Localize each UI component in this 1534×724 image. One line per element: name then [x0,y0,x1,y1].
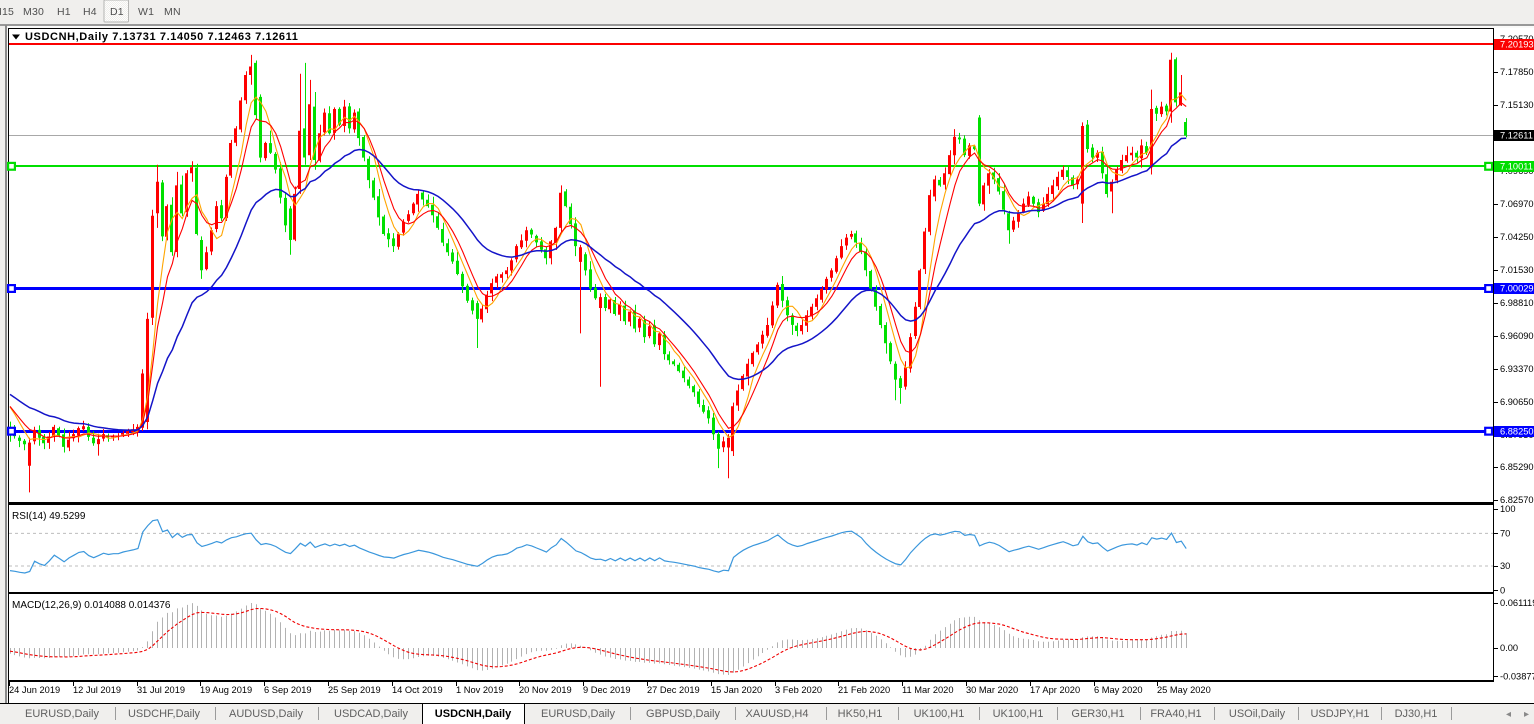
svg-text:25 Sep 2019: 25 Sep 2019 [328,685,381,695]
svg-text:14 Oct 2019: 14 Oct 2019 [392,685,443,695]
svg-text:31 Jul 2019: 31 Jul 2019 [137,685,185,695]
svg-text:1 Nov 2019: 1 Nov 2019 [456,685,504,695]
svg-text:20 Nov 2019: 20 Nov 2019 [519,685,572,695]
svg-text:0: 0 [1500,586,1505,596]
svg-text:6 May 2020: 6 May 2020 [1094,685,1143,695]
svg-text:7.04250: 7.04250 [1500,232,1534,242]
svg-text:6.98810: 6.98810 [1500,298,1534,308]
svg-text:27 Dec 2019: 27 Dec 2019 [647,685,700,695]
svg-text:-0.03877: -0.03877 [1500,672,1534,682]
svg-text:6.88250: 6.88250 [1500,426,1534,436]
svg-text:MACD(12,26,9) 0.014088 0.01437: MACD(12,26,9) 0.014088 0.014376 [12,600,171,611]
svg-text:7.20193: 7.20193 [1500,40,1534,50]
svg-text:7.12611: 7.12611 [1500,131,1533,141]
svg-text:6.96090: 6.96090 [1500,331,1534,341]
svg-text:0.00: 0.00 [1500,643,1518,653]
svg-text:19 Aug 2019: 19 Aug 2019 [200,685,252,695]
svg-text:25 May 2020: 25 May 2020 [1157,685,1211,695]
svg-text:15 Jan 2020: 15 Jan 2020 [711,685,762,695]
svg-text:17 Apr 2020: 17 Apr 2020 [1030,685,1080,695]
svg-text:6.90650: 6.90650 [1500,397,1534,407]
svg-text:6 Sep 2019: 6 Sep 2019 [264,685,312,695]
svg-text:9 Dec 2019: 9 Dec 2019 [583,685,631,695]
svg-text:7.15130: 7.15130 [1500,100,1534,110]
svg-text:0.0611199: 0.0611199 [1500,598,1534,608]
svg-text:3 Feb 2020: 3 Feb 2020 [775,685,822,695]
svg-text:7.06970: 7.06970 [1500,199,1534,209]
svg-text:70: 70 [1500,529,1510,539]
svg-text:30: 30 [1500,561,1510,571]
svg-text:7.17850: 7.17850 [1500,67,1534,77]
svg-text:RSI(14) 49.5299: RSI(14) 49.5299 [12,511,86,522]
svg-text:21 Feb 2020: 21 Feb 2020 [838,685,890,695]
svg-text:24 Jun 2019: 24 Jun 2019 [9,685,60,695]
svg-text:USDCNH,Daily 7.13731 7.14050: USDCNH,Daily 7.13731 7.14050 7.12463 7.1… [25,31,298,43]
svg-text:6.93370: 6.93370 [1500,364,1534,374]
svg-text:6.82570: 6.82570 [1500,495,1534,505]
svg-text:7.00029: 7.00029 [1500,284,1534,294]
svg-text:11 Mar 2020: 11 Mar 2020 [902,685,954,695]
svg-text:6.85290: 6.85290 [1500,462,1534,472]
svg-text:7.10011: 7.10011 [1500,162,1533,172]
svg-text:7.01530: 7.01530 [1500,265,1534,275]
svg-text:12 Jul 2019: 12 Jul 2019 [73,685,121,695]
svg-text:100: 100 [1500,504,1516,514]
svg-text:30 Mar 2020: 30 Mar 2020 [966,685,1018,695]
